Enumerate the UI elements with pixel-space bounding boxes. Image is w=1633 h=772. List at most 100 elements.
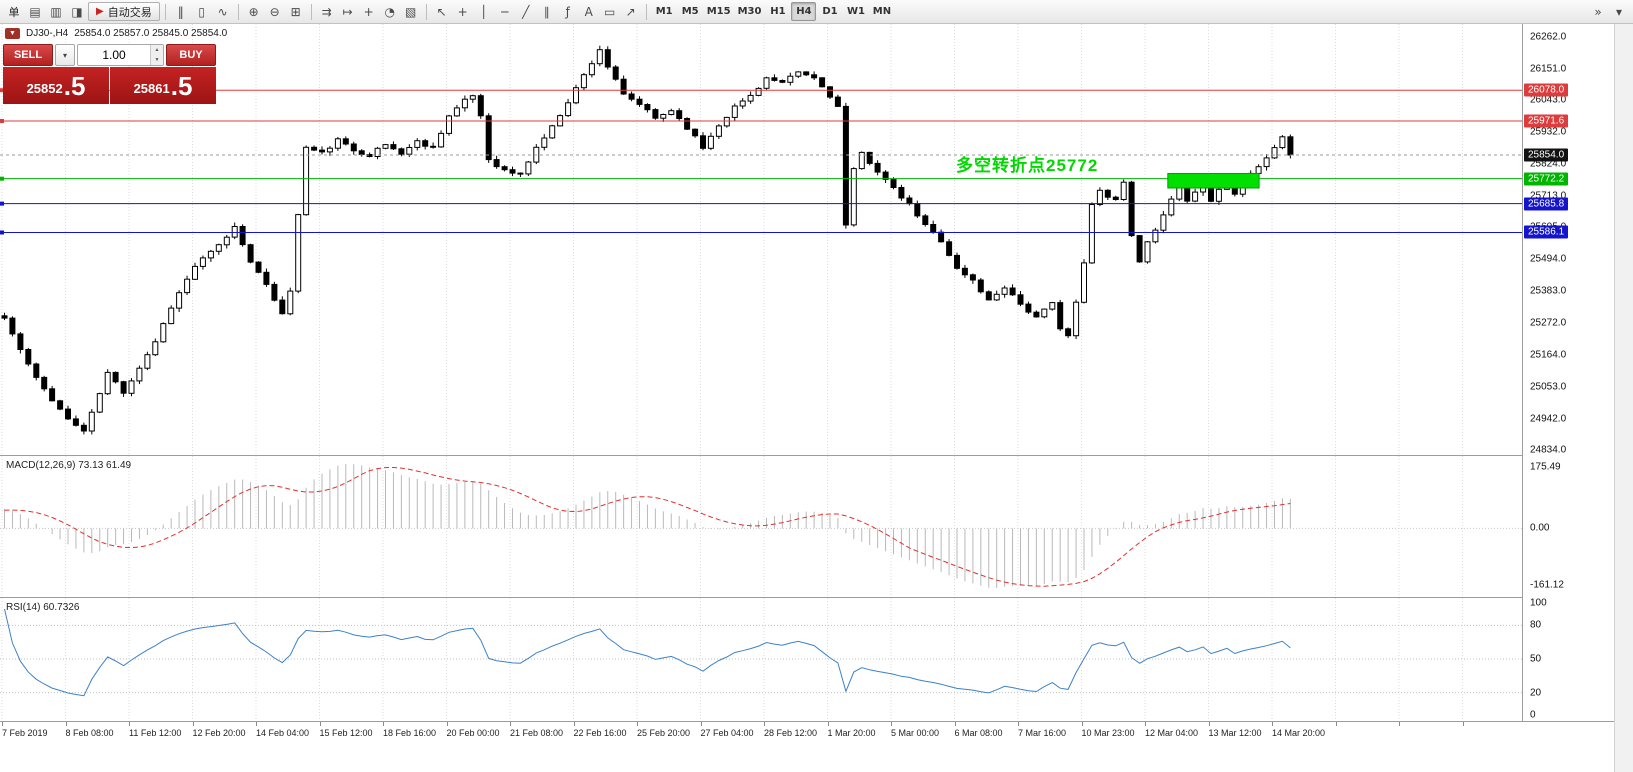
time-axis-tick: [510, 722, 511, 726]
periods-icon[interactable]: ◔: [380, 2, 400, 21]
candlestick-chart-icon[interactable]: ▯: [192, 2, 212, 21]
time-axis-tick: [1272, 722, 1273, 726]
templates-icon[interactable]: ▧: [401, 2, 421, 21]
one-click-trading-panel: SELL ▾ ▲ ▼ BUY 25852 .5 25861: [3, 44, 216, 104]
buy-button[interactable]: BUY: [166, 44, 216, 66]
autotrading-button[interactable]: ▶ 自动交易: [88, 2, 160, 21]
timeframe-m1[interactable]: M1: [652, 2, 677, 21]
macd-canvas[interactable]: [0, 456, 1522, 597]
label-icon[interactable]: ▭: [600, 2, 620, 21]
price-chart-canvas[interactable]: [0, 24, 1522, 455]
zoom-in-icon[interactable]: ⊕: [244, 2, 264, 21]
indicators-icon[interactable]: +: [359, 2, 379, 21]
new-order-button[interactable]: 单: [4, 2, 24, 21]
rsi-scale-label: 50: [1530, 653, 1542, 665]
market-watch-icon[interactable]: ▤: [25, 2, 45, 21]
text-icon[interactable]: A: [579, 2, 599, 21]
time-axis-label: 6 Mar 08:00: [954, 728, 1003, 738]
crosshair-icon[interactable]: +: [453, 2, 473, 21]
level-price-badge: 26078.0: [1524, 83, 1569, 97]
vertical-line-icon[interactable]: │: [474, 2, 494, 21]
timeframe-d1[interactable]: D1: [817, 2, 842, 21]
timeframe-w1[interactable]: W1: [843, 2, 868, 21]
time-axis-tick: [1462, 722, 1464, 726]
buy-price-display[interactable]: 25861 .5: [110, 67, 216, 104]
level-price-badge: 25971.6: [1524, 114, 1569, 128]
chart-shift-icon[interactable]: ↦: [338, 2, 358, 21]
time-axis-tick: [1081, 722, 1083, 726]
navigator-icon[interactable]: ◨: [67, 2, 87, 21]
data-window-icon[interactable]: ▥: [46, 2, 66, 21]
bar-chart-icon[interactable]: ‖: [171, 2, 191, 21]
volume-up-button[interactable]: ▲: [151, 45, 163, 55]
price-axis[interactable]: 26262.0 26151.0 26043.0 25932.0 25824.0 25713…: [1522, 24, 1614, 721]
macd-panel: MACD(12,26,9) 73.13 61.49: [0, 455, 1522, 597]
auto-scroll-icon[interactable]: ⇉: [317, 2, 337, 21]
time-axis-tick: [764, 722, 765, 726]
timeframe-m30[interactable]: M30: [735, 2, 765, 21]
time-axis-label: 14 Mar 20:00: [1272, 728, 1326, 738]
time-axis-tick: [1399, 722, 1400, 726]
axis-tick-label: 25383.0: [1530, 285, 1567, 297]
axis-tick-label: 26151.0: [1530, 63, 1567, 75]
sell-price-pips: .5: [63, 70, 86, 101]
toolbar-overflow-icon[interactable]: »: [1588, 2, 1608, 21]
time-axis-label: 22 Feb 16:00: [573, 728, 627, 738]
main-chart-panel: ▼ DJ30-,H4 25854.0 25857.0 25845.0 25854…: [0, 24, 1522, 455]
volume-down-button[interactable]: ▼: [151, 55, 163, 65]
autotrading-label: 自动交易: [107, 6, 152, 19]
timeframe-h1[interactable]: H1: [765, 2, 790, 21]
rsi-scale-label: 20: [1530, 687, 1542, 699]
symbol-period-label: DJ30-,H4: [26, 28, 69, 39]
cursor-icon[interactable]: ↖: [432, 2, 452, 21]
toolbar-separator: [310, 3, 312, 20]
time-axis-tick: [2, 722, 3, 726]
macd-label: MACD(12,26,9) 73.13 61.49: [6, 460, 132, 471]
time-axis-label: 11 Feb 12:00: [129, 728, 182, 738]
timeframe-mn[interactable]: MN: [869, 2, 894, 21]
time-axis-label: 20 Feb 00:00: [446, 728, 500, 738]
pivot-annotation-text: 多空转折点25772: [956, 156, 1099, 175]
toolbar-customize-icon[interactable]: ▾: [1609, 2, 1629, 21]
sell-price-main: 25852: [26, 81, 63, 96]
time-axis-tick: [383, 722, 384, 726]
time-axis-tick: [637, 722, 638, 726]
time-axis-tick: [1018, 722, 1019, 726]
level-price-badge: 25772.2: [1524, 172, 1569, 186]
order-options-dropdown[interactable]: ▾: [55, 44, 75, 66]
toolbar-separator: [425, 3, 427, 20]
timeframe-m5[interactable]: M5: [678, 2, 703, 21]
rsi-panel: RSI(14) 60.7326: [0, 597, 1522, 721]
rsi-scale-label: 100: [1530, 597, 1547, 609]
zoom-out-icon[interactable]: ⊖: [265, 2, 285, 21]
time-axis-label: 5 Mar 00:00: [891, 728, 940, 738]
time-axis-tick: [319, 722, 321, 726]
timeframe-h4[interactable]: H4: [791, 2, 817, 21]
line-chart-icon[interactable]: ∿: [213, 2, 233, 21]
channel-icon[interactable]: ∥: [537, 2, 557, 21]
time-axis-tick: [192, 722, 194, 726]
tile-windows-icon[interactable]: ⊞: [286, 2, 306, 21]
time-axis-label: 1 Mar 20:00: [827, 728, 876, 738]
rsi-scale-label: 0: [1530, 709, 1536, 721]
buy-price-pips: .5: [170, 70, 193, 101]
arrows-icon[interactable]: ↗: [621, 2, 641, 21]
volume-input[interactable]: [78, 45, 150, 65]
rsi-scale-label: 80: [1530, 619, 1542, 631]
time-axis-tick: [700, 722, 702, 726]
fibonacci-icon[interactable]: ƒ: [558, 2, 578, 21]
time-axis-label: 15 Feb 12:00: [319, 728, 373, 738]
sell-price-display[interactable]: 25852 .5: [3, 67, 109, 104]
time-axis[interactable]: 7 Feb 2019 8 Feb 08:00 11 Feb 12:00 12 Feb …: [0, 721, 1633, 772]
sell-button[interactable]: SELL: [3, 44, 53, 66]
scrollbar[interactable]: [1614, 24, 1633, 772]
rsi-canvas[interactable]: [0, 598, 1522, 721]
time-axis-label: 12 Mar 04:00: [1145, 728, 1199, 738]
toolbar: 单 ▤ ▥ ◨ ▶ 自动交易 ‖ ▯ ∿ ⊕ ⊖ ⊞ ⇉ ↦ + ◔ ▧ ↖ + │ ─ ╱ ∥ ƒ A ▭ ↗ M1 M5 M1…: [0, 0, 1633, 24]
time-axis-tick: [1335, 722, 1337, 726]
time-axis-label: 18 Feb 16:00: [383, 728, 437, 738]
horizontal-line-icon[interactable]: ─: [495, 2, 515, 21]
timeframe-m15[interactable]: M15: [704, 2, 734, 21]
trendline-icon[interactable]: ╱: [516, 2, 536, 21]
